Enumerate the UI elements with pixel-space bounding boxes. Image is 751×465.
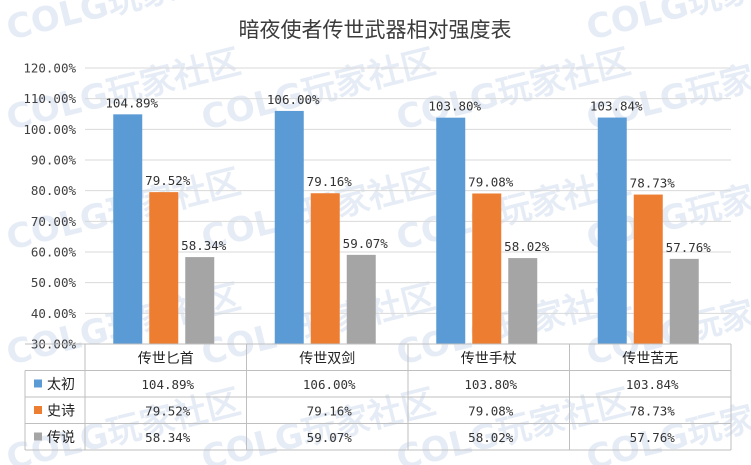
data-labels: 104.89% 79.52% 58.34% 106.00% 79.16% 59.07% 10…	[105, 92, 711, 255]
data-label: 79.52%	[145, 173, 191, 188]
bar-太初	[274, 110, 304, 344]
data-label: 78.73%	[630, 176, 676, 191]
data-label: 58.34%	[181, 238, 227, 253]
bar-太初	[597, 117, 627, 344]
data-label: 79.16%	[307, 174, 353, 189]
legend-label: 史诗	[47, 404, 75, 420]
data-label: 103.84%	[590, 99, 643, 114]
watermark-text: COLG玩家社区	[583, 0, 751, 49]
bar-史诗	[310, 193, 340, 344]
table-cell-value: 58.34%	[145, 430, 191, 445]
bars	[113, 110, 699, 345]
table-cell-value: 103.84%	[626, 377, 679, 392]
table-cell-value: 103.80%	[464, 377, 517, 392]
y-tick-label: 50.00%	[31, 275, 77, 290]
category-label: 传世手杖	[461, 351, 517, 367]
y-tick-label: 120.00%	[23, 61, 76, 76]
bar-传说	[508, 258, 538, 344]
bar-太初	[113, 114, 143, 344]
table-cell-value: 104.89%	[141, 377, 194, 392]
table-cell-value: 57.76%	[630, 430, 676, 445]
y-tick-label: 80.00%	[31, 183, 77, 198]
table-cell-value: 106.00%	[303, 377, 356, 392]
bar-传说	[185, 257, 215, 344]
table-cell-value: 78.73%	[630, 404, 676, 419]
y-tick-label: 90.00%	[31, 153, 77, 168]
table-cell-value: 79.16%	[307, 404, 353, 419]
bar-史诗	[149, 192, 179, 344]
category-label: 传世匕首	[138, 351, 194, 367]
data-label: 103.80%	[428, 99, 481, 114]
legend-key-史诗	[34, 406, 42, 414]
watermark-text: COLG玩家社区	[3, 0, 245, 49]
table-cell-value: 59.07%	[307, 430, 353, 445]
data-label: 57.76%	[666, 240, 712, 255]
table-cell-value: 58.02%	[468, 430, 514, 445]
bar-太初	[436, 117, 466, 345]
y-tick-label: 110.00%	[23, 91, 76, 106]
legend-label: 传说	[47, 430, 75, 446]
data-label: 104.89%	[105, 95, 158, 110]
legend-key-太初	[34, 379, 42, 388]
data-label: 58.02%	[504, 239, 550, 254]
chart-title: 暗夜使者传世武器相对强度表	[239, 18, 512, 42]
legend-key-传说	[34, 432, 42, 441]
y-tick-label: 100.00%	[23, 122, 76, 137]
category-label: 传世双剑	[299, 351, 355, 367]
bar-史诗	[472, 193, 502, 344]
bar-传说	[346, 254, 376, 344]
bar-史诗	[633, 194, 663, 344]
category-label: 传世苦无	[622, 351, 678, 367]
y-tick-label: 60.00%	[31, 245, 77, 260]
y-tick-label: 70.00%	[31, 214, 77, 229]
y-tick-label: 40.00%	[31, 306, 77, 321]
legend-label: 太初	[47, 376, 75, 393]
data-label: 106.00%	[267, 92, 320, 107]
data-label: 59.07%	[343, 236, 389, 251]
table-cell-value: 79.08%	[468, 404, 514, 419]
table-cell-value: 79.52%	[145, 404, 191, 419]
bar-传说	[669, 258, 699, 344]
data-label: 79.08%	[468, 174, 514, 189]
